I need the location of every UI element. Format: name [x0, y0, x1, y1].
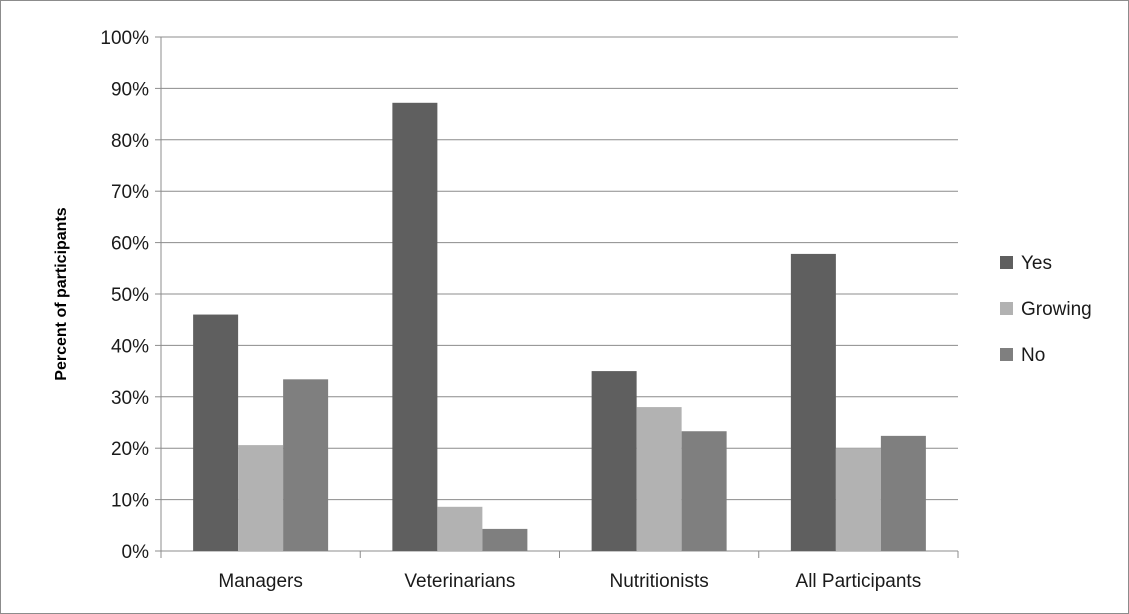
- bar-no-0: [283, 379, 329, 551]
- bar-yes-2: [591, 371, 637, 551]
- legend-label-no: No: [1021, 345, 1045, 366]
- legend: Yes Growing No: [1000, 253, 1092, 366]
- y-tick-label: 70%: [111, 182, 149, 203]
- y-axis-label: Percent of participants: [53, 207, 70, 380]
- y-tick-label: 90%: [111, 79, 149, 100]
- y-tick-label: 50%: [111, 285, 149, 306]
- y-axis-ticks: 0% 10% 20% 30% 40% 50% 60% 70% 80% 90% 100%: [100, 28, 161, 563]
- y-tick-label: 40%: [111, 336, 149, 357]
- legend-swatch-yes: [1000, 256, 1013, 269]
- bar-growing-1: [437, 506, 483, 551]
- category-label: Managers: [218, 571, 303, 592]
- x-axis-tick-marks: [160, 551, 959, 558]
- bars: [193, 102, 926, 552]
- bar-no-2: [681, 431, 727, 551]
- category-label: All Participants: [796, 571, 922, 592]
- bar-yes-0: [193, 314, 239, 551]
- bar-no-1: [482, 528, 528, 551]
- y-tick-label: 60%: [111, 234, 149, 255]
- y-tick-label: 20%: [111, 439, 149, 460]
- legend-swatch-no: [1000, 348, 1013, 361]
- legend-label-yes: Yes: [1021, 253, 1052, 274]
- category-label: Veterinarians: [404, 571, 515, 592]
- bar-yes-3: [790, 253, 836, 551]
- y-tick-label: 80%: [111, 131, 149, 152]
- category-labels: Managers Veterinarians Nutritionists All Pa…: [218, 571, 921, 592]
- y-tick-label: 30%: [111, 388, 149, 409]
- y-tick-label: 100%: [100, 28, 149, 49]
- gridlines: [161, 36, 958, 501]
- bar-growing-2: [636, 407, 682, 551]
- legend-label-growing: Growing: [1021, 299, 1092, 320]
- y-tick-label: 0%: [122, 542, 150, 563]
- y-tick-label: 10%: [111, 491, 149, 512]
- bar-yes-1: [392, 102, 438, 552]
- category-label: Nutritionists: [610, 571, 709, 592]
- bar-growing-3: [835, 448, 881, 551]
- bar-no-3: [880, 435, 926, 551]
- bar-growing-0: [238, 445, 284, 551]
- legend-swatch-growing: [1000, 302, 1013, 315]
